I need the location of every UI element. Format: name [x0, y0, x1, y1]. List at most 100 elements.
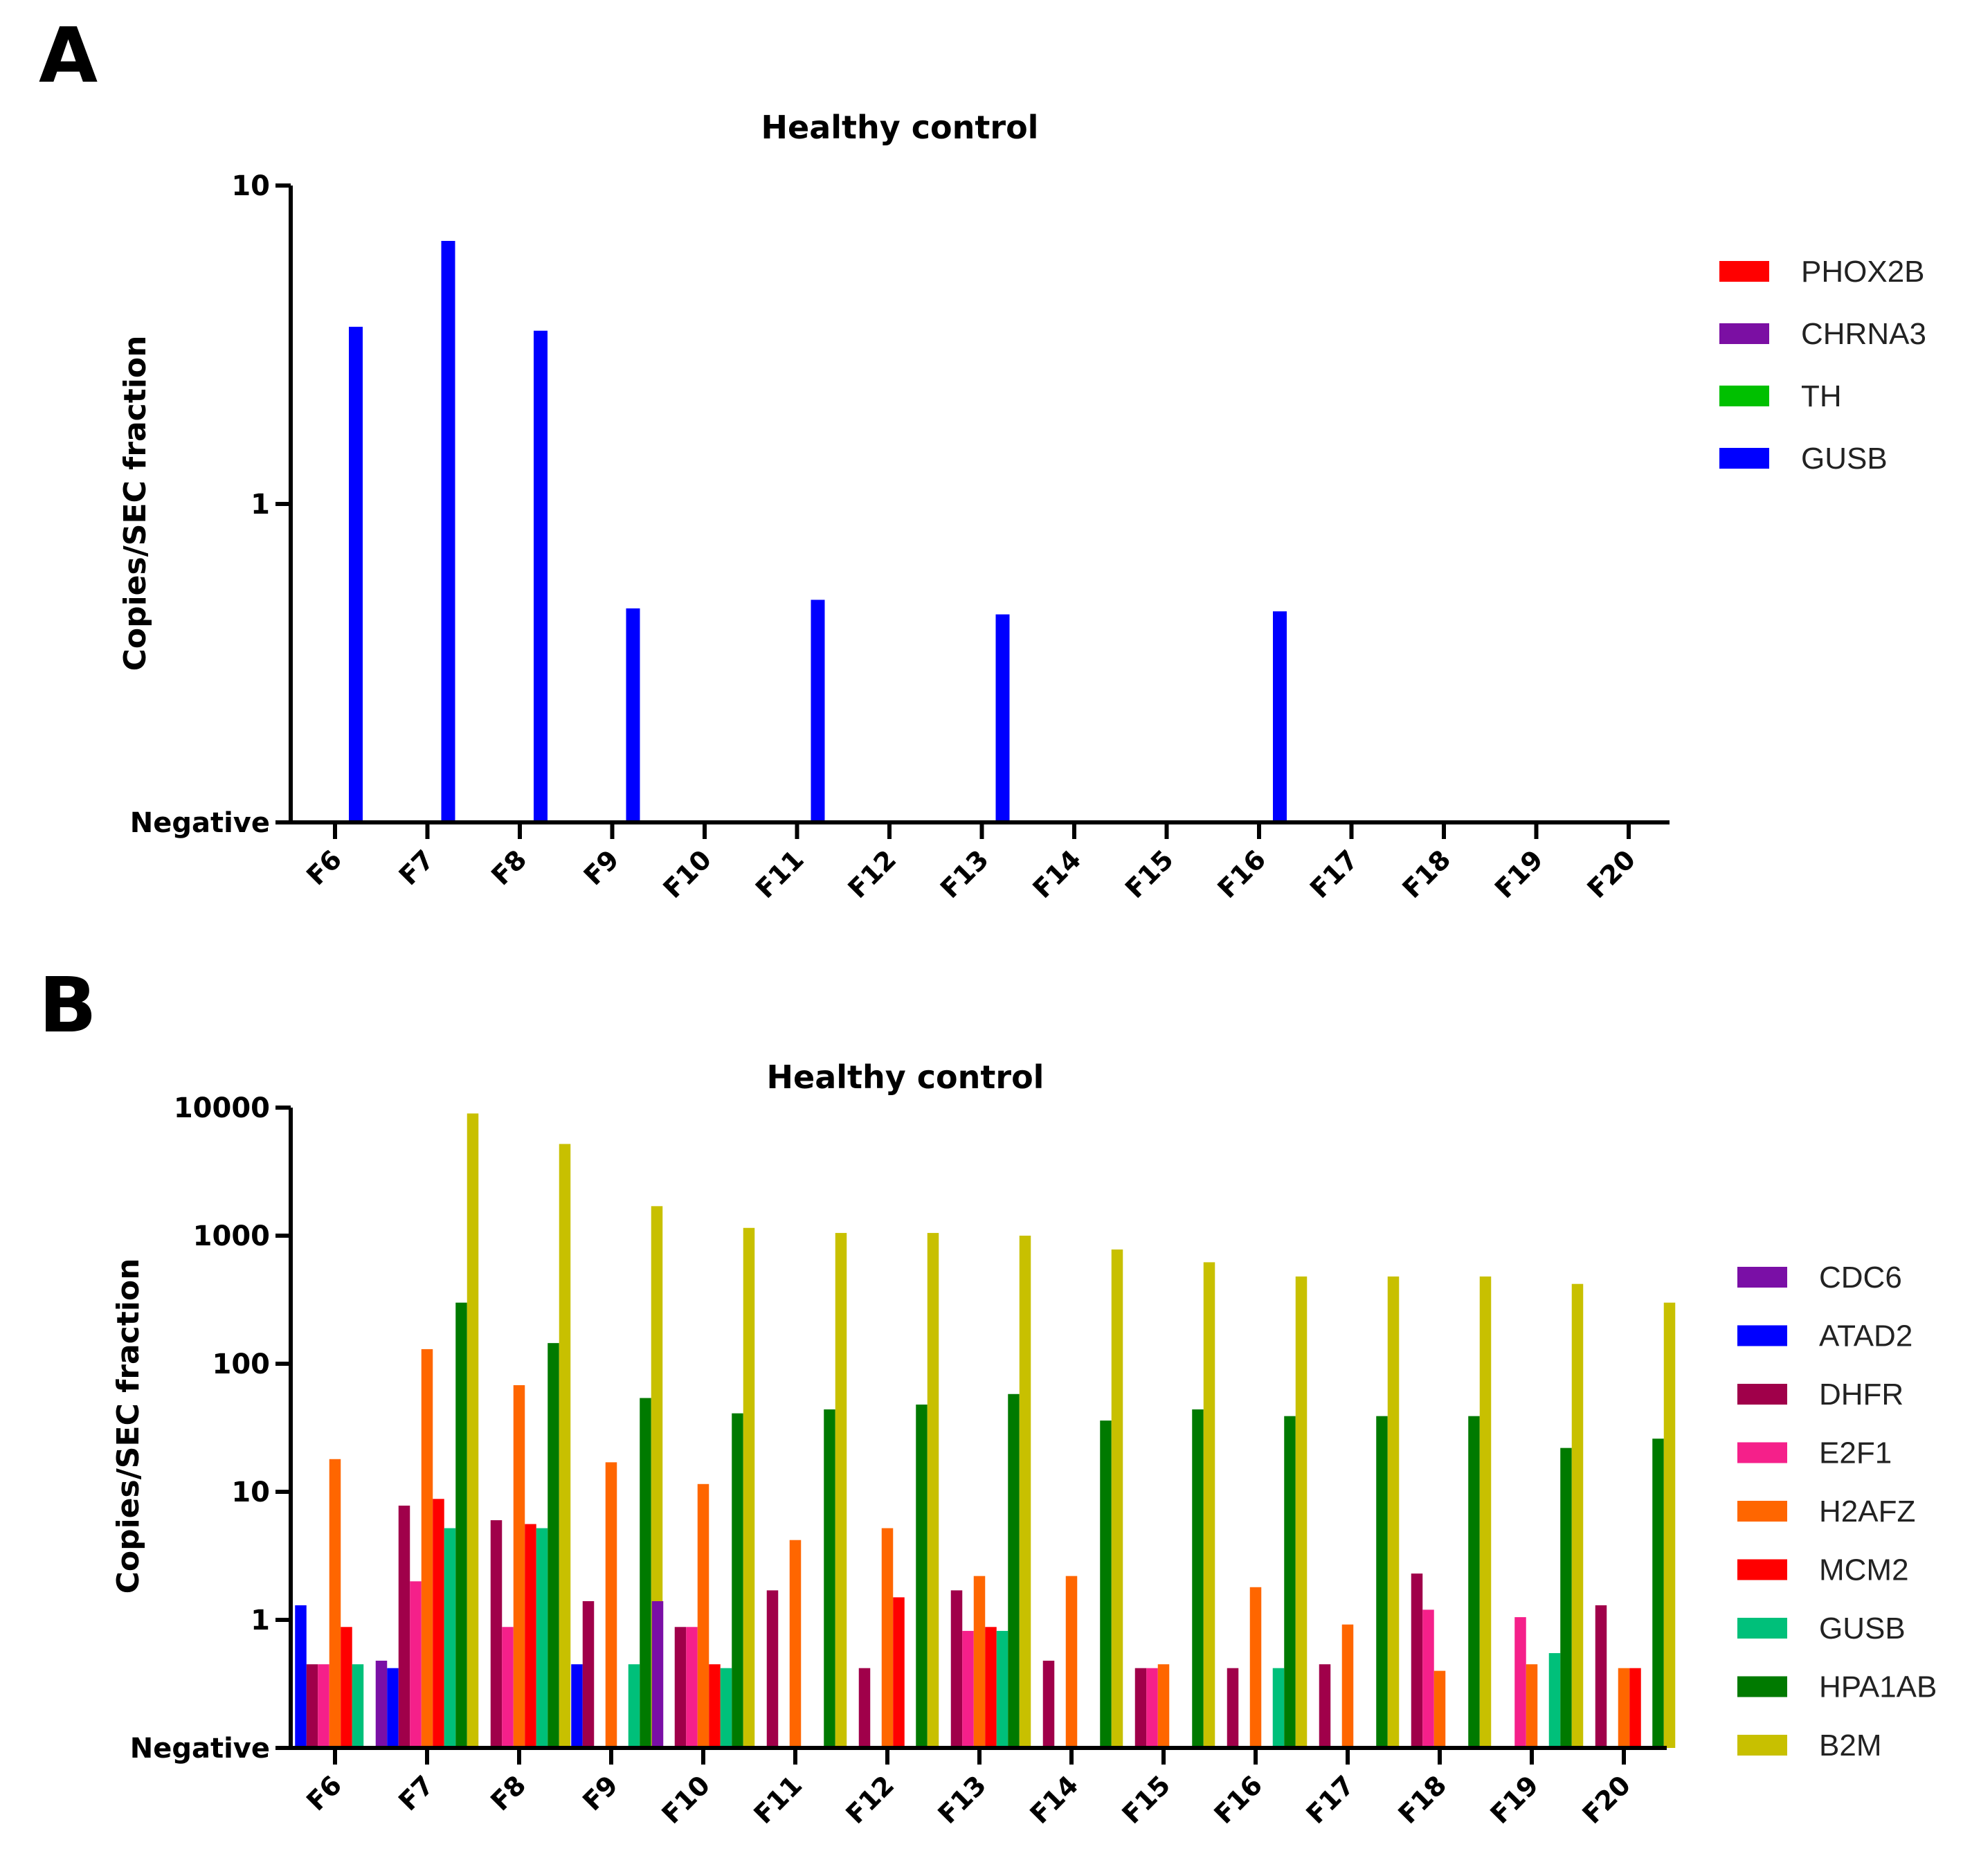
legend-label: B2M: [1819, 1729, 1881, 1762]
x-tick-label: F7: [392, 1769, 440, 1816]
bar-hpa1ab-f20: [1652, 1438, 1664, 1748]
panel-a-legend: PHOX2B CHRNA3 TH GUSB: [1719, 255, 1926, 476]
bar-b2m-f10: [743, 1227, 755, 1748]
legend-swatch: [1737, 1559, 1787, 1580]
bar-hpa1ab-f14: [1100, 1420, 1112, 1748]
bar-b2m-f7: [467, 1113, 479, 1748]
bar-h2afz-f14: [1065, 1576, 1078, 1748]
bar-h2afz-f12: [881, 1528, 894, 1748]
bar-gusb-f13: [995, 614, 1010, 822]
bar-gusb-f10: [720, 1668, 732, 1748]
bar-hpa1ab-f9: [640, 1398, 651, 1748]
bar-h2afz-f17: [1341, 1624, 1354, 1748]
bar-h2afz-f16: [1249, 1587, 1262, 1748]
bar-b2m-f15: [1203, 1262, 1215, 1748]
x-tick-label: F18: [1393, 1769, 1453, 1830]
bar-atad2-f9: [571, 1664, 583, 1748]
bar-h2afz-f19: [1526, 1664, 1538, 1748]
bar-hpa1ab-f17: [1376, 1416, 1388, 1748]
bar-b2m-f19: [1571, 1283, 1584, 1748]
bar-e2f1-f18: [1422, 1609, 1434, 1748]
bar-b2m-f14: [1111, 1249, 1123, 1748]
bar-gusb-f7: [444, 1528, 456, 1748]
bar-hpa1ab-f13: [1008, 1394, 1020, 1748]
bar-gusb-f16: [1273, 611, 1287, 822]
bar-dhfr-f9: [582, 1600, 595, 1748]
bar-h2afz-f10: [697, 1483, 709, 1748]
bar-gusb-f9: [628, 1664, 640, 1748]
bar-b2m-f12: [927, 1233, 939, 1748]
legend-swatch: [1719, 261, 1769, 282]
legend-swatch: [1737, 1618, 1787, 1639]
bar-dhfr-f11: [766, 1590, 779, 1748]
bar-e2f1-f7: [410, 1581, 422, 1748]
legend-label: CDC6: [1819, 1261, 1902, 1295]
bar-e2f1-f19: [1514, 1617, 1526, 1748]
x-tick-label: F12: [842, 844, 903, 904]
bar-dhfr-f8: [490, 1520, 503, 1748]
panel-a-y-axis-label: Copies/SEC fraction: [118, 336, 153, 671]
bar-dhfr-f6: [306, 1664, 318, 1748]
legend-label: GUSB: [1801, 442, 1888, 476]
legend-swatch: [1719, 323, 1769, 344]
bar-b2m-f20: [1663, 1302, 1676, 1748]
x-tick-label: F13: [934, 844, 995, 904]
bar-h2afz-f15: [1157, 1664, 1170, 1748]
bar-hpa1ab-f16: [1284, 1416, 1296, 1748]
x-tick-label: F6: [300, 844, 347, 891]
x-tick-label: F16: [1212, 844, 1272, 904]
bar-h2afz-f9: [605, 1462, 617, 1748]
bar-dhfr-f12: [858, 1668, 871, 1748]
bar-gusb-f8: [536, 1528, 548, 1748]
panel-b-y-axis-label: Copies/SEC fraction: [111, 1259, 146, 1594]
bar-e2f1-f10: [686, 1627, 698, 1748]
panel-a: A Healthy control Copies/SEC fraction Ne…: [39, 11, 1926, 904]
bar-h2afz-f20: [1618, 1668, 1630, 1748]
x-tick-label: F10: [658, 844, 718, 904]
bar-dhfr-f16: [1227, 1668, 1239, 1748]
bar-gusb-f7: [441, 241, 455, 822]
panel-b-legend: CDC6 ATAD2 DHFR E2F1 H2AFZ MCM2 GUSB HPA1AB B2M: [1737, 1261, 1937, 1762]
bar-e2f1-f15: [1146, 1668, 1158, 1748]
bar-gusb-f16: [1272, 1668, 1285, 1748]
x-tick-label: F17: [1301, 1769, 1361, 1830]
bar-dhfr-f20: [1595, 1605, 1607, 1748]
bar-h2afz-f8: [513, 1385, 525, 1748]
bar-hpa1ab-f15: [1192, 1409, 1204, 1748]
legend-label: DHFR: [1819, 1378, 1903, 1411]
bar-mcm2-f10: [709, 1664, 721, 1748]
legend-swatch: [1737, 1325, 1787, 1346]
legend-label: MCM2: [1819, 1553, 1909, 1587]
bar-b2m-f11: [835, 1233, 847, 1748]
bar-cdc6-f10: [651, 1600, 664, 1748]
bar-h2afz-f11: [789, 1540, 802, 1748]
bar-dhfr-f14: [1042, 1660, 1055, 1748]
x-tick-label: F19: [1485, 1769, 1545, 1830]
y-tick-label: 10000: [174, 1092, 270, 1124]
x-tick-label: F6: [300, 1769, 347, 1816]
bar-mcm2-f8: [525, 1524, 536, 1748]
legend-swatch: [1737, 1501, 1787, 1522]
panel-a-letter: A: [39, 11, 98, 100]
x-tick-label: F9: [577, 1769, 624, 1816]
panel-b-x-ticks: F6 F7 F8 F9 F10 F11 F12 F13 F14 F15 F16 F17 F18 F19 F2…: [300, 1748, 1636, 1830]
legend-label: ATAD2: [1819, 1319, 1912, 1353]
panel-b-title: Healthy control: [767, 1058, 1044, 1096]
bar-hpa1ab-f10: [732, 1413, 743, 1748]
panel-b: B Healthy control Copies/SEC fraction Ne…: [39, 961, 1937, 1830]
bar-e2f1-f13: [962, 1630, 974, 1748]
x-tick-label: F11: [748, 1769, 808, 1830]
bar-dhfr-f15: [1134, 1668, 1147, 1748]
panel-a-title: Healthy control: [761, 109, 1039, 146]
panel-b-bars: [295, 1113, 1676, 1748]
bar-dhfr-f10: [674, 1627, 687, 1748]
x-tick-label: F8: [485, 1769, 532, 1816]
bar-mcm2-f13: [985, 1627, 997, 1748]
bar-atad2-f7: [387, 1668, 399, 1748]
bar-mcm2-f20: [1629, 1668, 1641, 1748]
legend-label: HPA1AB: [1819, 1670, 1937, 1704]
legend-label: PHOX2B: [1801, 255, 1925, 289]
x-tick-label: F15: [1119, 844, 1179, 904]
legend-swatch: [1737, 1676, 1787, 1697]
bar-h2afz-f18: [1433, 1670, 1446, 1748]
